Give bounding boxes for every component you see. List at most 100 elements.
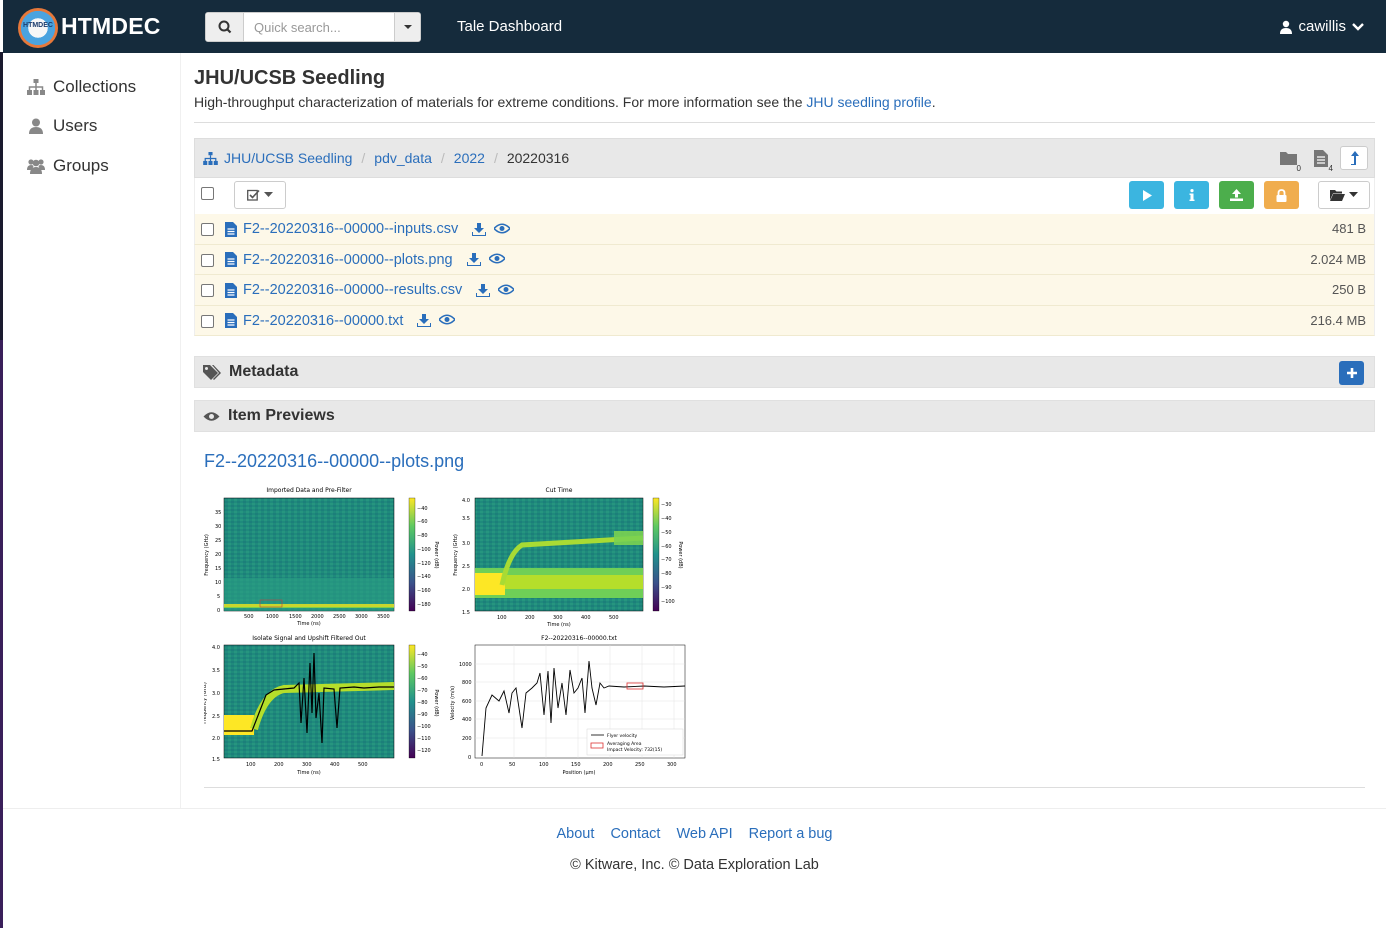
eye-icon <box>203 411 220 421</box>
info-button[interactable] <box>1174 181 1209 209</box>
file-checkbox[interactable] <box>201 284 214 297</box>
breadcrumb-folder-pdv-data[interactable]: pdv_data <box>374 150 432 166</box>
tale-dashboard-link[interactable]: Tale Dashboard <box>457 18 563 35</box>
copyright: © Kitware, Inc. © Data Exploration Lab <box>570 857 819 873</box>
svg-text:35: 35 <box>215 510 221 516</box>
sidebar-item-collections[interactable]: Collections <box>27 77 136 97</box>
footer-link-contact[interactable]: Contact <box>610 826 661 842</box>
parent-folder-button[interactable] <box>1340 146 1368 170</box>
file-size: 250 B <box>1332 282 1366 297</box>
breadcrumb-folder-2022[interactable]: 2022 <box>453 150 485 166</box>
sidebar-item-groups[interactable]: Groups <box>27 156 109 176</box>
breadcrumb-separator: / <box>361 150 366 166</box>
brand-title[interactable]: HTMDEC <box>61 13 161 39</box>
svg-text:1.5: 1.5 <box>212 757 220 763</box>
divider <box>204 787 1365 788</box>
svg-text:200: 200 <box>603 762 613 768</box>
select-all-checkbox[interactable] <box>201 187 214 200</box>
file-checkbox[interactable] <box>201 314 214 328</box>
footer: About Contact Web API Report a bug © Kit… <box>3 808 1386 928</box>
axis-label: Position (µm) <box>562 770 595 776</box>
search-input[interactable] <box>246 13 396 41</box>
footer-link-report-bug[interactable]: Report a bug <box>748 826 833 842</box>
download-icon[interactable] <box>417 314 432 327</box>
user-menu[interactable]: cawillis <box>1280 18 1364 35</box>
description-end: . <box>931 94 936 110</box>
user-icon <box>29 118 43 134</box>
svg-text:400: 400 <box>330 762 340 768</box>
plots-preview-image[interactable]: Imported Data and Pre-Filter −40 −60 −80 −1… <box>202 483 694 779</box>
svg-text:100: 100 <box>246 762 256 768</box>
eye-icon[interactable] <box>439 314 456 325</box>
check-square-icon <box>247 189 260 201</box>
search-button[interactable] <box>206 13 244 41</box>
run-tale-button[interactable] <box>1129 181 1164 209</box>
download-icon[interactable] <box>472 222 487 236</box>
file-row: F2--20220316--00000.txt 216.4 MB <box>194 305 1375 336</box>
eye-icon[interactable] <box>498 283 515 295</box>
folder-actions-dropdown[interactable] <box>1318 181 1370 209</box>
preview-file-link[interactable]: F2--20220316--00000--plots.png <box>204 451 465 471</box>
metadata-title: Metadata <box>229 363 299 380</box>
file-link[interactable]: F2--20220316--00000--inputs.csv <box>243 221 459 237</box>
axis-label: Frequency (GHz) <box>204 682 208 724</box>
axis-label: Power (dB) <box>677 541 683 568</box>
file-checkbox[interactable] <box>201 223 214 236</box>
svg-text:−30: −30 <box>661 502 672 508</box>
svg-text:200: 200 <box>525 615 535 621</box>
svg-text:−40: −40 <box>661 516 672 522</box>
svg-text:−70: −70 <box>417 688 428 694</box>
svg-text:−160: −160 <box>417 588 431 594</box>
seedling-profile-link[interactable]: JHU seedling profile <box>806 94 932 110</box>
footer-link-web-api[interactable]: Web API <box>676 826 733 842</box>
upload-button[interactable] <box>1219 181 1254 209</box>
metadata-panel: Metadata <box>194 356 1375 388</box>
checked-actions-dropdown[interactable] <box>234 181 286 209</box>
svg-text:−60: −60 <box>417 676 428 682</box>
footer-link-about[interactable]: About <box>556 826 595 842</box>
file-row: F2--20220316--00000--inputs.csv 481 B <box>194 214 1375 245</box>
file-link[interactable]: F2--20220316--00000--plots.png <box>243 251 453 268</box>
svg-text:2000: 2000 <box>311 614 324 620</box>
axis-label: Frequency (GHz) <box>204 534 210 576</box>
file-checkbox[interactable] <box>201 253 214 267</box>
item-count: 4 <box>1308 146 1334 173</box>
svg-text:2.5: 2.5 <box>212 714 220 720</box>
search-icon <box>218 20 232 34</box>
file-entry: F2--20220316--00000.txt <box>225 312 456 329</box>
folder-icon <box>1280 152 1297 165</box>
description-text: High-throughput characterization of mate… <box>194 94 807 110</box>
eye-icon[interactable] <box>488 253 505 264</box>
download-icon[interactable] <box>476 283 491 297</box>
eye-icon[interactable] <box>494 222 511 234</box>
chevron-down-icon <box>1352 22 1364 31</box>
file-link[interactable]: F2--20220316--00000--results.csv <box>243 282 463 298</box>
breadcrumb-collection[interactable]: JHU/UCSB Seedling <box>224 150 353 166</box>
file-actions <box>476 283 515 297</box>
top-navbar: HTMDEC HTMDEC Tale Dashboard cawillis <box>3 0 1386 53</box>
add-metadata-button[interactable] <box>1339 361 1364 385</box>
axis-label: Time (ns) <box>296 621 321 627</box>
breadcrumb-actions: 0 4 <box>1276 146 1368 173</box>
file-actions <box>417 314 456 327</box>
svg-text:300: 300 <box>553 615 563 621</box>
svg-text:−100: −100 <box>417 547 431 553</box>
logo-text: HTMDEC <box>23 22 53 29</box>
plus-icon <box>1346 368 1357 378</box>
svg-text:0: 0 <box>217 608 220 614</box>
breadcrumb-current: 20220316 <box>506 150 570 166</box>
svg-text:3.5: 3.5 <box>212 668 220 674</box>
sidebar-item-users[interactable]: Users <box>27 116 97 136</box>
svg-text:3.5: 3.5 <box>462 516 470 522</box>
window-edge-accent <box>0 340 3 928</box>
search-mode-dropdown[interactable] <box>394 13 420 41</box>
upload-icon <box>1230 189 1243 201</box>
access-control-button[interactable] <box>1264 181 1299 209</box>
svg-text:250: 250 <box>635 762 645 768</box>
previews-title: Item Previews <box>228 407 335 424</box>
download-icon[interactable] <box>466 253 481 266</box>
htmdec-logo[interactable]: HTMDEC <box>18 8 58 48</box>
svg-text:300: 300 <box>302 762 312 768</box>
breadcrumb-separator: / <box>440 150 445 166</box>
file-link[interactable]: F2--20220316--00000.txt <box>243 312 404 329</box>
